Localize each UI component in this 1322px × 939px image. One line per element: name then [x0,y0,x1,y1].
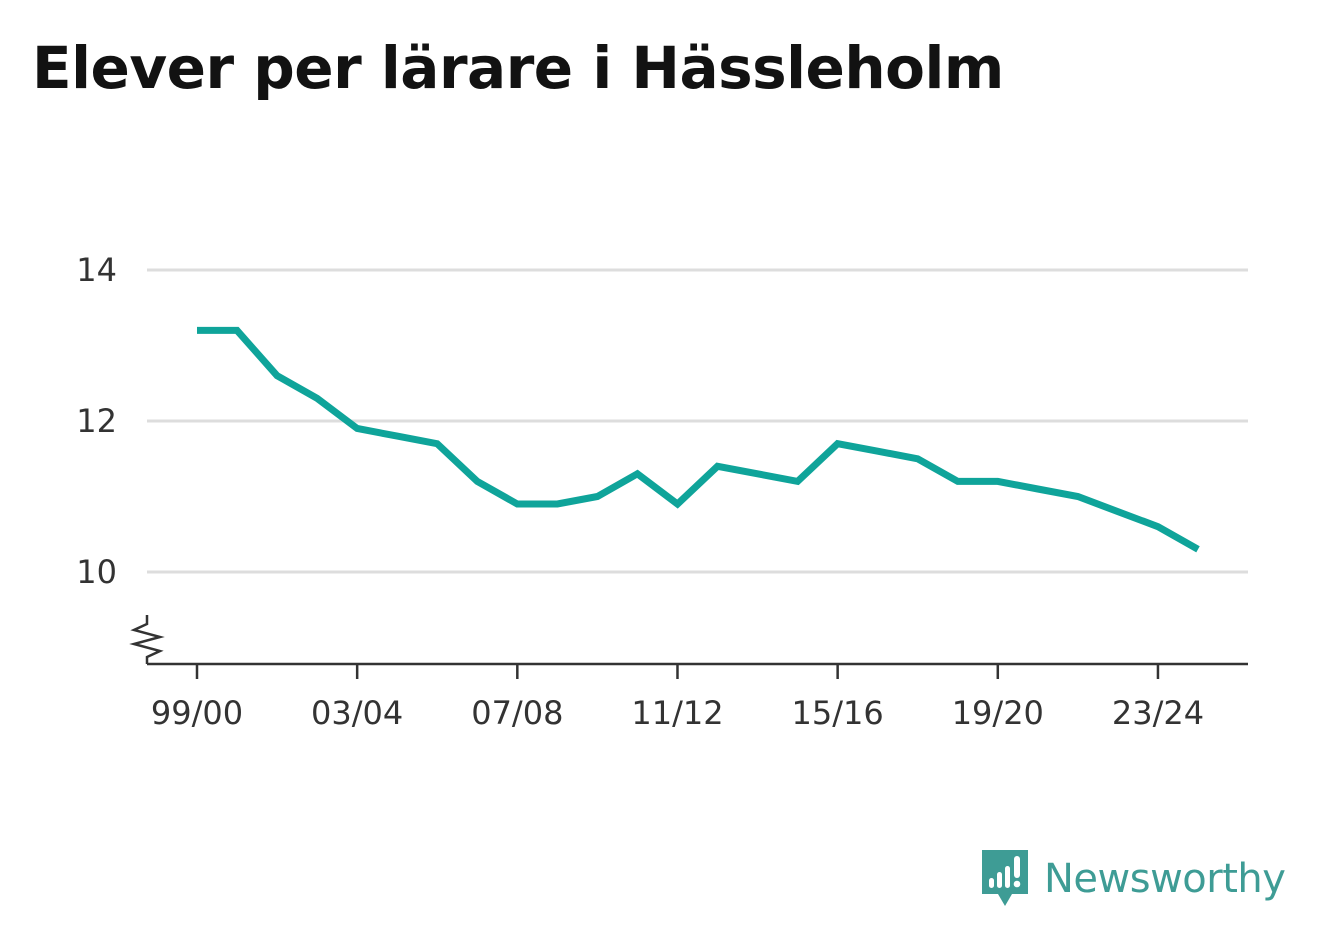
data-point [274,373,280,379]
data-point [1075,494,1081,500]
data-point [955,478,961,484]
y-tick-label: 14 [76,251,117,289]
data-point [314,395,320,401]
data-point [995,478,1001,484]
x-tick-label: 19/20 [952,694,1044,732]
y-tick-label: 12 [76,402,117,440]
data-point [1115,509,1121,515]
x-tick-label: 11/12 [631,694,723,732]
x-axis-ticks: 99/00 03/04 07/08 11/12 15/16 19/20 23/24 [151,664,1204,732]
data-point [795,478,801,484]
data-point [915,456,921,462]
y-axis-labels: 10 12 14 [76,251,117,591]
x-tick-label: 23/24 [1112,694,1204,732]
x-tick-label: 07/08 [471,694,563,732]
gridlines [147,268,1248,574]
data-point [434,441,440,447]
data-point [875,448,881,454]
axis-break-icon [129,615,165,664]
x-tick-label: 15/16 [792,694,884,732]
data-point [835,441,841,447]
series-line [197,326,1200,553]
data-point [1195,546,1201,552]
x-tick-label: 99/00 [151,694,243,732]
data-point [594,494,600,500]
data-point [634,471,640,477]
data-point [715,463,721,469]
data-point [394,433,400,439]
data-point [354,426,360,432]
data-point [554,501,560,507]
brand-logo: Newsworthy [980,848,1286,910]
series-group [194,326,1201,553]
x-tick-label: 03/04 [311,694,403,732]
data-point [755,471,761,477]
brand-name: Newsworthy [1044,856,1286,902]
data-point [1155,524,1161,530]
y-tick-label: 10 [76,553,117,591]
data-point [234,327,240,333]
data-point [1035,486,1041,492]
page-title: Elever per lärare i Hässleholm [32,34,1004,102]
data-point [514,501,520,507]
newsworthy-logo-icon [982,850,1028,906]
data-point [674,501,680,507]
data-point [194,327,200,333]
data-point [474,478,480,484]
